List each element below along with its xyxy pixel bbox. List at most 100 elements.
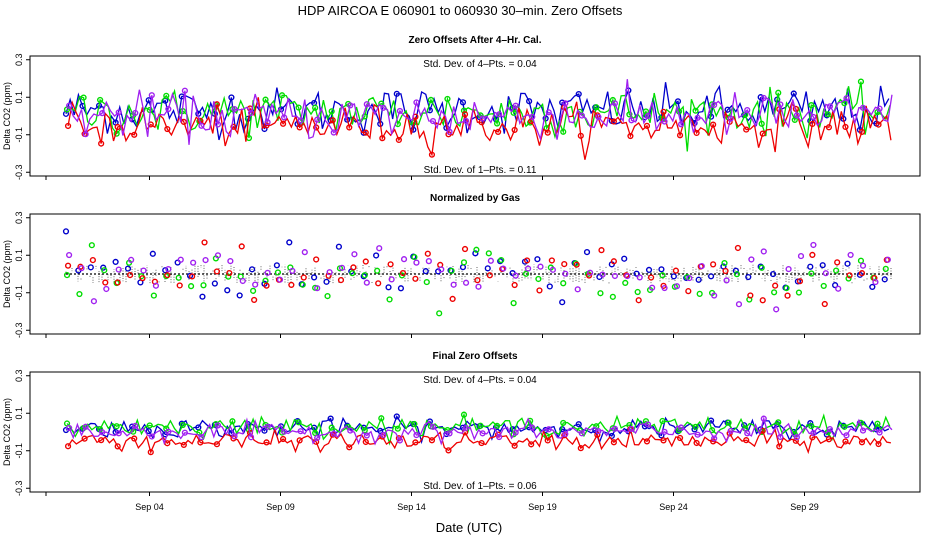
data-point (474, 277, 481, 284)
data-point (575, 90, 582, 98)
data-point (822, 270, 829, 277)
data-point (394, 425, 401, 432)
data-point (627, 132, 634, 140)
data-point (189, 273, 196, 280)
data-point (273, 262, 280, 269)
data-point (375, 280, 382, 287)
data-point (834, 259, 841, 266)
data-point (760, 248, 767, 255)
data-point (226, 269, 233, 277)
y-tick-label: 0.3 (14, 53, 24, 66)
data-point (661, 284, 668, 292)
data-point (446, 430, 453, 437)
data-point (423, 278, 430, 286)
data-point (139, 275, 146, 282)
data-point (281, 428, 288, 435)
data-point (462, 279, 470, 286)
data-point (760, 94, 767, 102)
data-point (758, 264, 765, 271)
data-point (180, 441, 187, 449)
data-point (103, 285, 110, 293)
data-point (335, 243, 343, 250)
data-point (362, 258, 369, 265)
data-point (337, 276, 345, 284)
data-point (759, 297, 766, 304)
data-point (397, 285, 405, 292)
data-point (114, 279, 121, 286)
panel-title: Normalized by Gas (430, 193, 520, 204)
data-point (428, 151, 436, 158)
y-tick-label: 0.3 (14, 211, 24, 224)
data-point (90, 298, 98, 305)
data-point (882, 265, 889, 272)
data-point (201, 239, 208, 246)
data-point (808, 270, 815, 277)
data-point (743, 437, 750, 444)
data-point (362, 129, 369, 136)
data-point (176, 282, 183, 289)
data-point (624, 272, 631, 280)
data-point (376, 245, 383, 252)
data-point (796, 278, 804, 285)
data-point (262, 96, 269, 103)
data-point (429, 117, 437, 125)
x-tick-label: Sep 09 (266, 502, 295, 512)
data-point (573, 261, 580, 268)
series-line (68, 79, 893, 145)
series-line (66, 81, 891, 152)
y-tick-label: -0.3 (14, 164, 24, 180)
data-point (478, 119, 485, 126)
data-point (347, 427, 354, 434)
data-point (694, 431, 701, 438)
data-point (101, 267, 108, 274)
data-point (485, 250, 492, 257)
data-point (593, 104, 600, 111)
data-point (251, 296, 258, 304)
data-point (288, 281, 295, 289)
data-point (388, 276, 395, 283)
data-point (512, 272, 519, 279)
data-point (346, 444, 353, 451)
data-point (722, 267, 729, 275)
data-point (324, 292, 331, 300)
data-point (859, 104, 867, 111)
data-point (807, 263, 814, 270)
data-point (200, 282, 207, 289)
data-point (412, 439, 419, 446)
data-point (585, 272, 593, 279)
std-dev-annotation: Std. Dev. of 1–Pts. = 0.06 (423, 481, 537, 492)
data-point (231, 433, 238, 440)
data-point (385, 284, 392, 291)
data-point (395, 136, 402, 144)
data-point (493, 120, 501, 127)
data-point (114, 443, 121, 450)
data-point (594, 431, 601, 438)
data-point (694, 114, 701, 121)
data-point (66, 251, 73, 259)
data-point (486, 272, 493, 279)
data-point (797, 252, 805, 260)
data-point (444, 95, 451, 103)
data-point (710, 261, 717, 268)
data-point (597, 290, 604, 297)
data-point (820, 282, 827, 290)
data-point (784, 292, 791, 299)
figure-title: HDP AIRCOA E 060901 to 060930 30–min. Ze… (298, 3, 623, 18)
data-point (695, 276, 702, 283)
data-point (859, 262, 867, 269)
data-point (445, 447, 452, 454)
data-point (479, 115, 486, 122)
data-point (446, 128, 453, 135)
data-point (387, 261, 394, 268)
y-tick-label: -0.1 (14, 443, 24, 459)
data-point (289, 267, 296, 275)
data-point (711, 101, 718, 108)
y-axis-label: Delta CO2 (ppm) (2, 240, 12, 308)
data-point (263, 439, 270, 446)
data-point (858, 128, 866, 135)
data-point (560, 128, 567, 135)
data-point (832, 282, 839, 289)
data-point (148, 92, 155, 99)
data-point (115, 266, 122, 273)
